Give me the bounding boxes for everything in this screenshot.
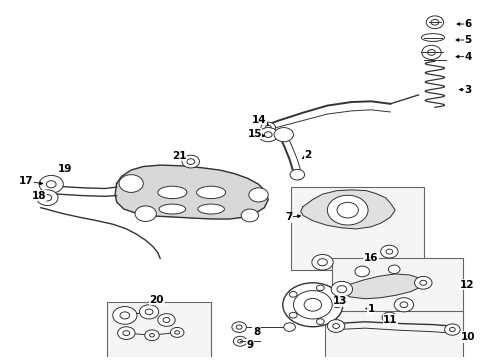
Ellipse shape (158, 186, 187, 199)
Text: 2: 2 (304, 150, 312, 160)
Text: 9: 9 (246, 340, 253, 350)
Circle shape (304, 298, 321, 311)
Circle shape (259, 127, 278, 142)
Circle shape (290, 292, 297, 297)
Text: 12: 12 (460, 280, 474, 289)
Circle shape (381, 245, 398, 258)
Circle shape (327, 195, 368, 225)
Text: 8: 8 (253, 327, 260, 337)
Ellipse shape (198, 204, 224, 214)
Circle shape (47, 181, 56, 188)
Text: 11: 11 (383, 315, 397, 325)
Ellipse shape (196, 186, 225, 199)
Circle shape (327, 320, 345, 332)
Circle shape (187, 159, 195, 165)
Circle shape (261, 122, 275, 133)
Text: 3: 3 (464, 85, 471, 95)
Circle shape (318, 259, 327, 266)
Circle shape (444, 324, 460, 335)
Bar (332, 258, 463, 324)
Circle shape (420, 280, 427, 285)
Circle shape (284, 323, 295, 331)
Circle shape (449, 328, 455, 332)
Circle shape (389, 265, 400, 274)
Polygon shape (301, 190, 395, 229)
Circle shape (238, 339, 243, 343)
Text: 6: 6 (464, 19, 471, 29)
Circle shape (312, 255, 333, 270)
Circle shape (118, 327, 135, 339)
Circle shape (274, 127, 294, 142)
Circle shape (294, 291, 332, 319)
Text: 4: 4 (464, 51, 471, 62)
Circle shape (337, 202, 358, 218)
Circle shape (232, 322, 246, 332)
Circle shape (249, 188, 268, 202)
Circle shape (37, 190, 58, 206)
Circle shape (233, 336, 247, 346)
Ellipse shape (159, 204, 186, 214)
Circle shape (158, 314, 175, 327)
Text: 10: 10 (461, 332, 475, 342)
Text: 16: 16 (364, 253, 378, 263)
Circle shape (317, 285, 324, 291)
Circle shape (283, 283, 343, 327)
Text: 5: 5 (464, 35, 471, 45)
Circle shape (317, 319, 324, 324)
Circle shape (135, 206, 156, 221)
Text: 13: 13 (333, 296, 348, 306)
Circle shape (182, 155, 199, 168)
Circle shape (149, 333, 154, 337)
Text: 7: 7 (285, 212, 293, 222)
Circle shape (241, 209, 259, 222)
Circle shape (422, 45, 441, 59)
Polygon shape (115, 165, 268, 219)
Circle shape (386, 249, 393, 254)
Circle shape (175, 330, 180, 334)
Circle shape (43, 194, 52, 201)
Text: 21: 21 (172, 151, 187, 161)
Circle shape (382, 312, 396, 323)
Circle shape (333, 302, 341, 307)
Circle shape (394, 298, 414, 312)
Circle shape (163, 318, 170, 323)
Text: 20: 20 (149, 295, 164, 305)
Bar (291, 187, 424, 270)
Circle shape (266, 125, 271, 130)
Bar (107, 302, 211, 360)
Circle shape (120, 312, 130, 319)
Circle shape (145, 330, 159, 341)
Circle shape (400, 302, 408, 307)
Circle shape (39, 175, 63, 193)
Circle shape (119, 175, 143, 192)
Circle shape (426, 16, 443, 29)
Bar (325, 311, 463, 360)
Circle shape (415, 276, 432, 289)
Circle shape (139, 305, 159, 319)
Circle shape (428, 50, 436, 55)
Circle shape (265, 132, 272, 138)
Circle shape (333, 324, 340, 329)
Text: 15: 15 (247, 129, 262, 139)
Text: 14: 14 (252, 115, 267, 125)
Text: 18: 18 (32, 191, 47, 201)
Polygon shape (340, 274, 424, 299)
Circle shape (431, 19, 439, 25)
Circle shape (331, 282, 352, 297)
Circle shape (337, 285, 347, 293)
Circle shape (236, 325, 242, 329)
Circle shape (171, 328, 184, 337)
Circle shape (145, 309, 153, 315)
Text: 19: 19 (58, 165, 72, 174)
Circle shape (113, 306, 137, 324)
Text: 1: 1 (368, 304, 374, 314)
Text: 17: 17 (19, 176, 33, 186)
Circle shape (290, 312, 297, 318)
Circle shape (123, 330, 130, 336)
Circle shape (290, 169, 305, 180)
Circle shape (355, 266, 369, 277)
